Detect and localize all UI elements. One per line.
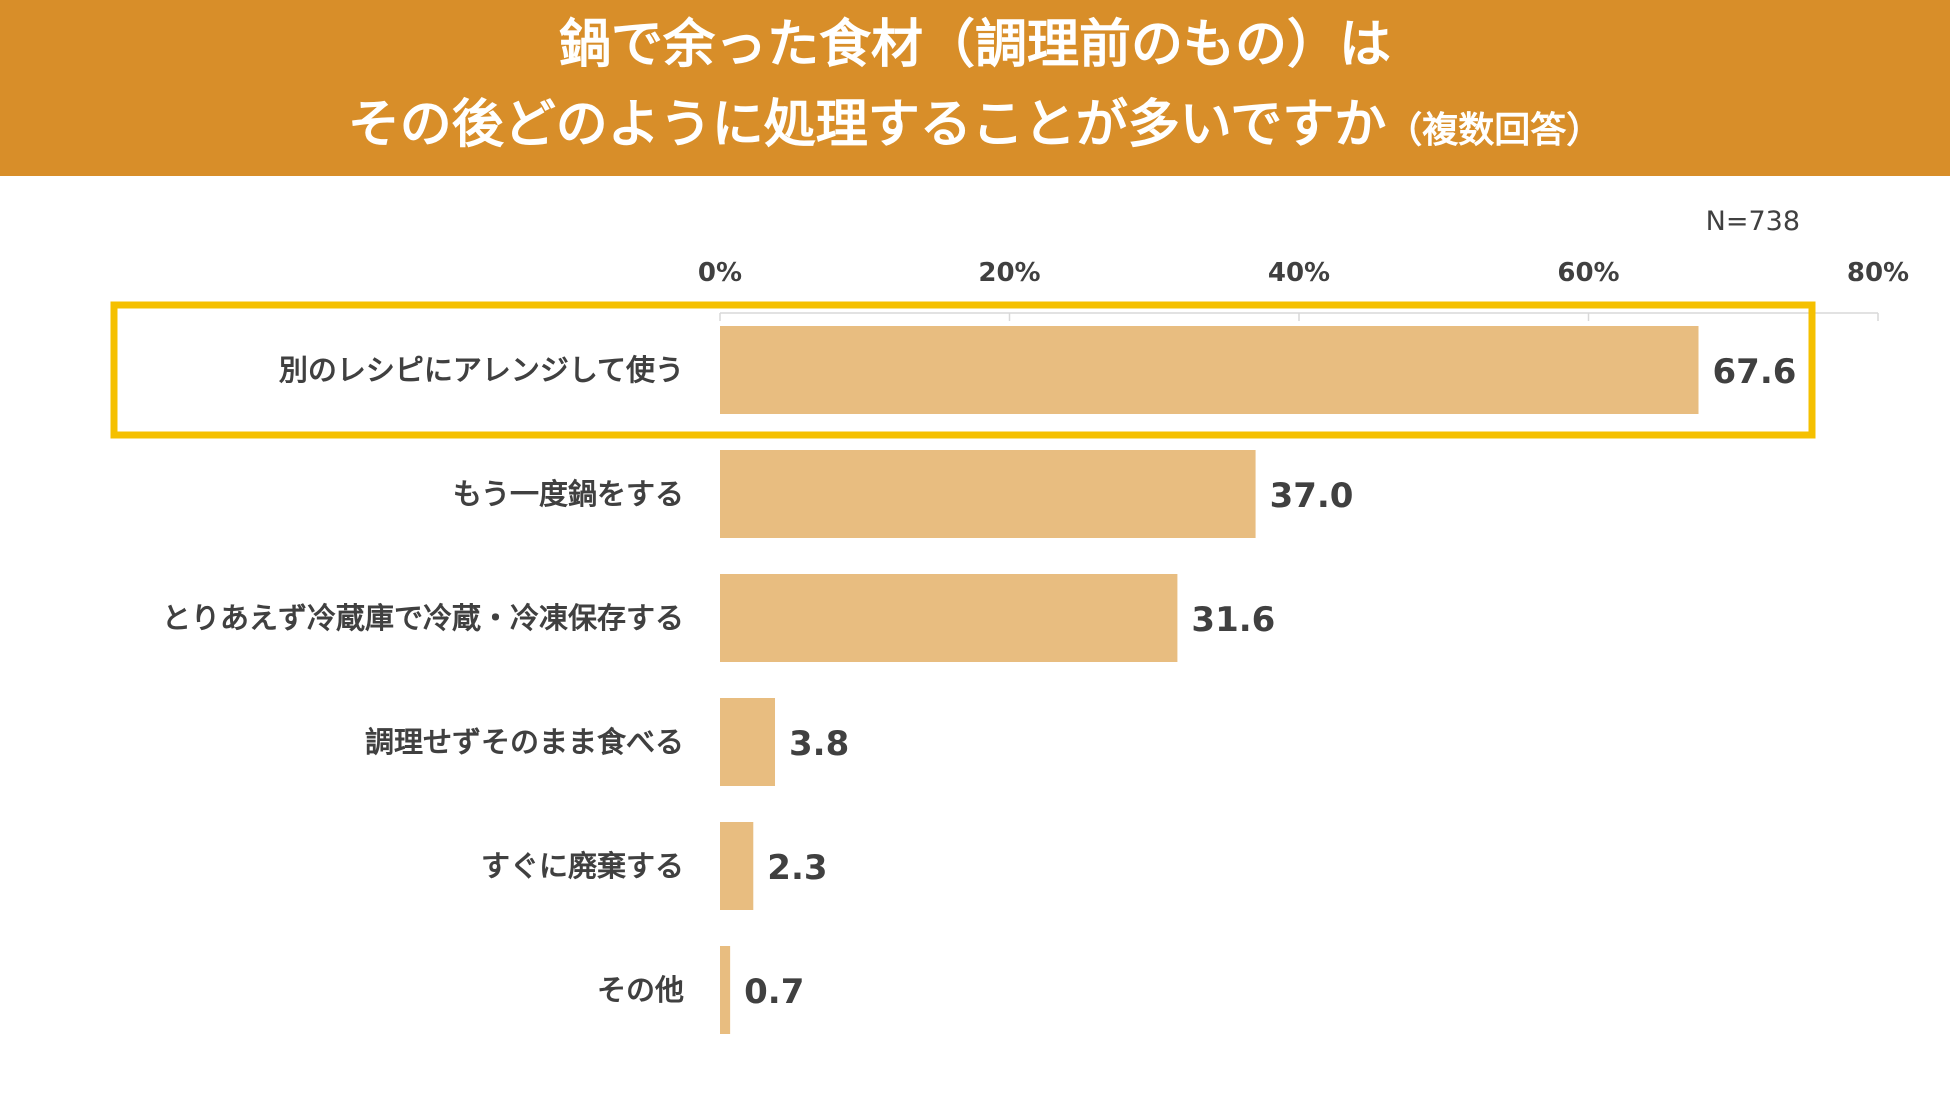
- highlight-frame: [110, 301, 1816, 439]
- chart-title-note: （複数回答）: [1386, 110, 1603, 151]
- chart-title-line1: 鍋で余った食材（調理前のもの）は: [558, 15, 1391, 75]
- sample-size-label: N=738: [1705, 206, 1800, 237]
- x-tick-label: 40%: [1268, 258, 1330, 288]
- value-label: 0.7: [744, 972, 804, 1012]
- category-label: 別のレシピにアレンジして使う: [279, 353, 684, 387]
- x-tick-label: 0%: [698, 258, 742, 288]
- chart-header: 鍋で余った食材（調理前のもの）は その後どのように処理することが多いですか（複数…: [0, 0, 1950, 176]
- x-tick-label: 80%: [1847, 258, 1909, 288]
- bar: [720, 574, 1178, 662]
- category-label: もう一度鍋をする: [453, 477, 684, 511]
- x-tick-label: 20%: [978, 258, 1040, 288]
- chart-title-line2-text: その後どのように処理することが多いですか: [347, 95, 1387, 155]
- category-label: 調理せずそのまま食べる: [365, 725, 684, 759]
- value-label: 37.0: [1270, 476, 1354, 516]
- value-label: 31.6: [1191, 600, 1275, 640]
- value-label: 2.3: [767, 848, 827, 888]
- bar: [720, 698, 776, 786]
- bar: [720, 326, 1699, 414]
- chart-title-line2: その後どのように処理することが多いですか（複数回答）: [0, 92, 1950, 164]
- value-label: 67.6: [1713, 352, 1797, 392]
- bar: [720, 822, 754, 910]
- bar: [720, 450, 1256, 538]
- category-label: その他: [597, 973, 684, 1007]
- x-tick-label: 60%: [1557, 258, 1619, 288]
- category-label: すぐに廃棄する: [481, 849, 684, 883]
- bar: [720, 946, 731, 1034]
- category-label: とりあえず冷蔵庫で冷蔵・冷凍保存する: [162, 601, 684, 635]
- value-label: 3.8: [789, 724, 849, 764]
